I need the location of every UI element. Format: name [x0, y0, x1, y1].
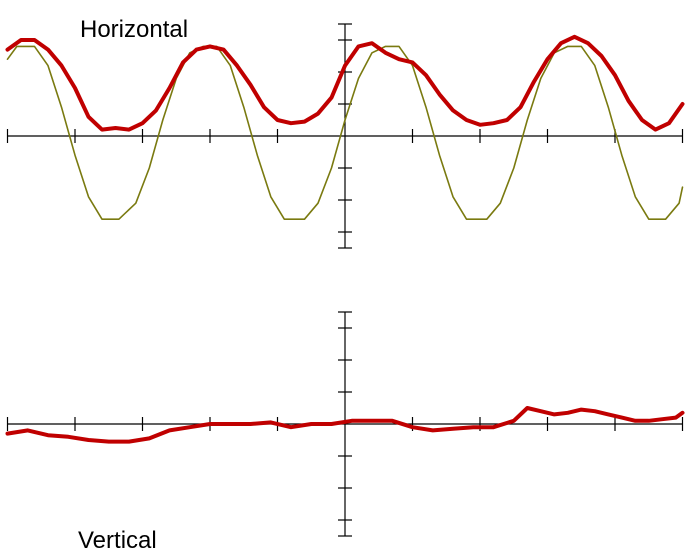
series-line-0 [5, 406, 685, 444]
series-line-1 [5, 34, 685, 132]
vertical-panel [5, 311, 685, 537]
vertical-panel-title: Vertical [78, 527, 157, 554]
series-line-0 [6, 45, 684, 220]
horizontal-panel-title: Horizontal [80, 16, 188, 43]
horizontal-panel [5, 23, 685, 249]
